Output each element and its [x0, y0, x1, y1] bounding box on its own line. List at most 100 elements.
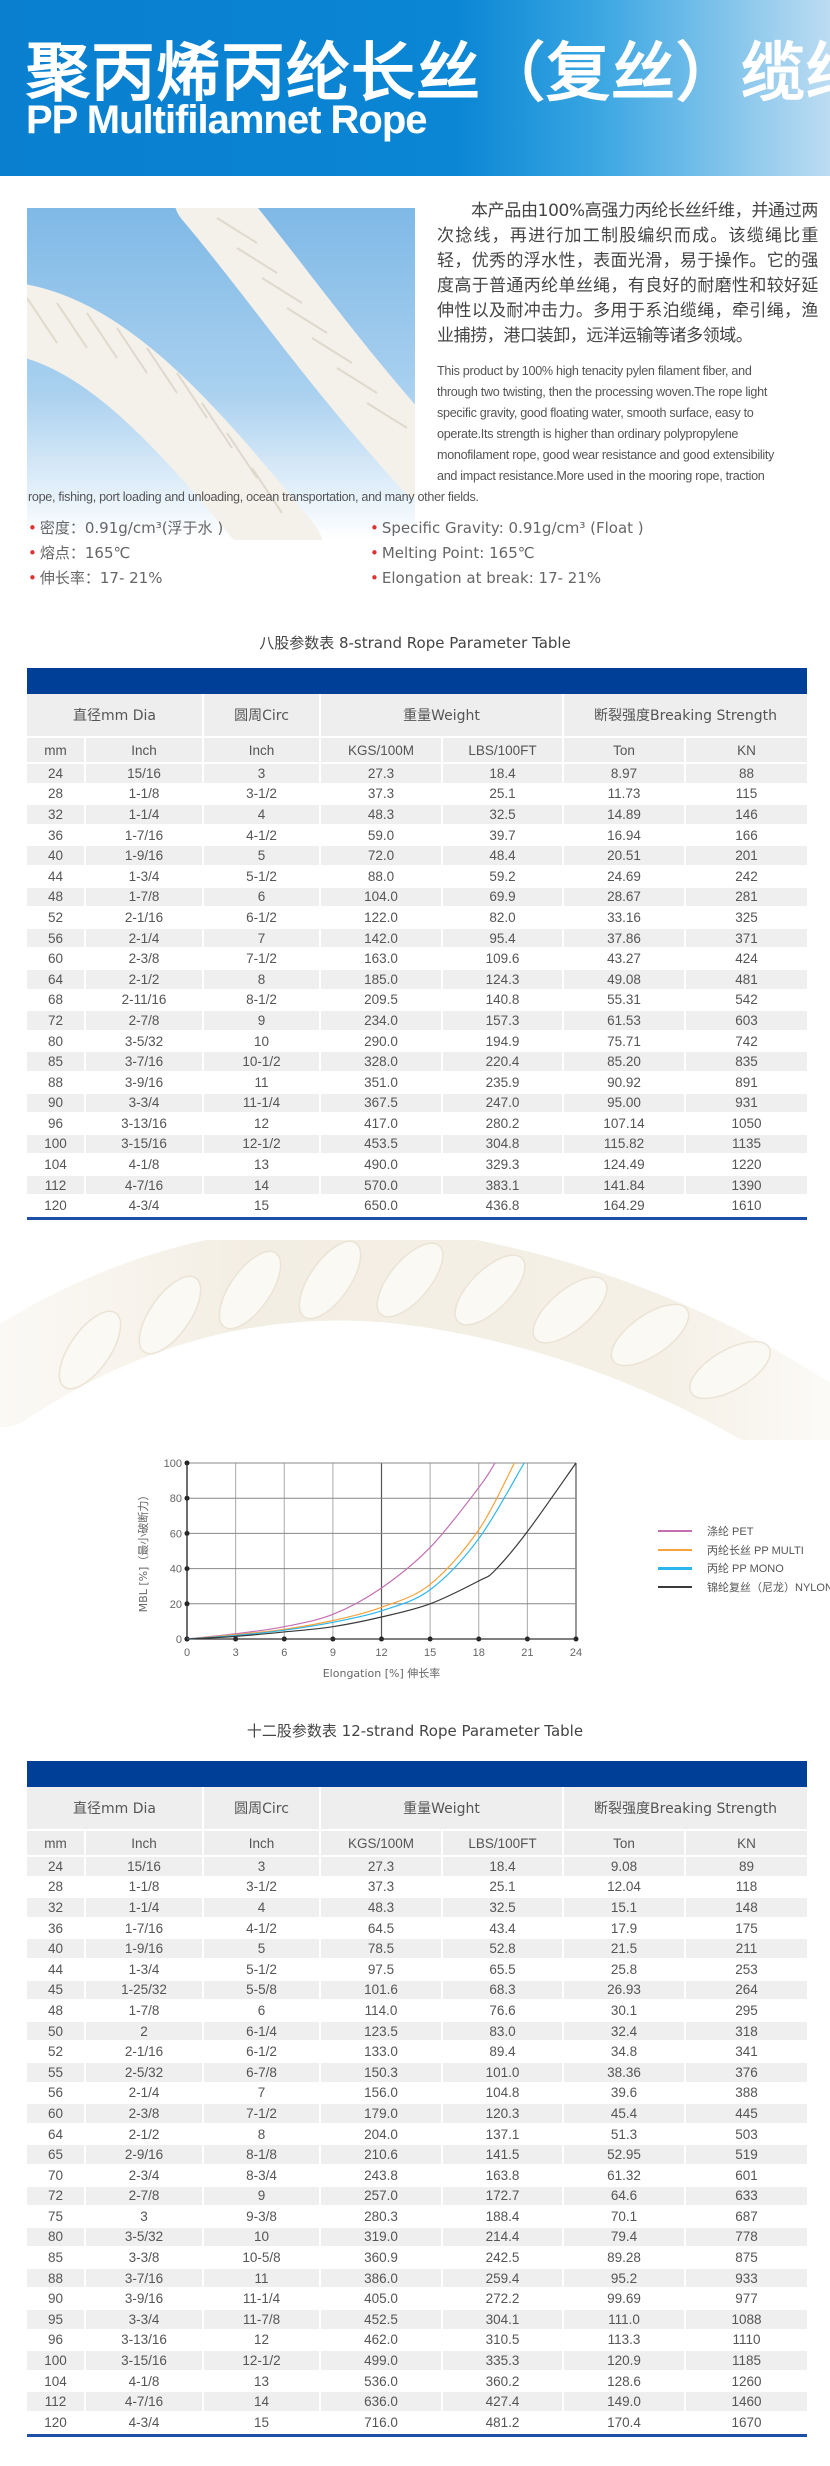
table-cell: 4-1/8 — [85, 2370, 205, 2393]
y-tick-label: 80 — [170, 1493, 182, 1505]
table-cell: 8-3/4 — [203, 2164, 322, 2187]
table-cell: 9-3/8 — [203, 2206, 322, 2228]
table-cell: 1390 — [685, 1174, 808, 1197]
table-cell: 687 — [685, 2206, 808, 2228]
table-cell: 3-15/16 — [85, 2350, 205, 2372]
spec-elongation-cn: • 伸长率：17- 21% — [28, 569, 163, 587]
table-cell: 175 — [685, 1917, 808, 1940]
y-tick-label: 20 — [170, 1599, 182, 1611]
table-cell: 4 — [203, 1897, 322, 1919]
table-cell: 20.51 — [563, 845, 687, 867]
unit-header: KN — [685, 737, 808, 764]
specs-cn: • 密度：0.91g/cm³(浮于水 ) • 熔点：165℃ • 伸长率：17- 21… — [28, 516, 370, 591]
table-row: 32 1-1/4 4 48.3 32.5 14.89 146 — [27, 804, 808, 826]
table-cell: 68 — [27, 989, 86, 1012]
unit-header: Inch — [203, 737, 322, 764]
intro-en: This product by 100% high tenacity pylen… — [437, 361, 818, 487]
table-cell: 875 — [685, 2247, 808, 2269]
table-cell: 2-1/4 — [85, 927, 205, 950]
table-cell: 79.4 — [563, 2226, 687, 2249]
table-cell: 148 — [685, 1897, 808, 1919]
table-cell: 185.0 — [320, 968, 444, 991]
table-cell: 85 — [27, 1051, 86, 1073]
table-cell: 60 — [27, 2103, 86, 2125]
table-cell: 111.0 — [563, 2309, 687, 2331]
spec-melting-cn: • 熔点：165℃ — [28, 544, 131, 562]
table-cell: 101.0 — [442, 2061, 565, 2084]
table-cell: 113.3 — [563, 2329, 687, 2352]
table-cell: 5 — [203, 1938, 322, 1960]
table-cell: 43.4 — [442, 1917, 565, 1940]
table-cell: 1-9/16 — [85, 845, 205, 867]
table-cell: 367.5 — [320, 1092, 444, 1115]
table-cell: 140.8 — [442, 989, 565, 1012]
table-cell: 214.4 — [442, 2226, 565, 2249]
table-cell: 40 — [27, 1938, 86, 1960]
series-line — [186, 1462, 496, 1640]
table-cell: 4-3/4 — [85, 1195, 205, 1218]
table-row: 28 1-1/8 3-1/2 37.3 25.1 12.04 118 — [27, 1876, 808, 1899]
table-cell: 80 — [27, 1030, 86, 1053]
table-cell: 26.93 — [563, 1979, 687, 2002]
table-row: 68 2-11/16 8-1/2 209.5 140.8 55.31 542 — [27, 989, 808, 1012]
table-cell: 12 — [203, 1113, 322, 1135]
table-cell: 436.8 — [442, 1195, 565, 1218]
table-cell: 17.9 — [563, 1917, 687, 1940]
table-cell: 386.0 — [320, 2267, 444, 2290]
table-cell: 96 — [27, 1113, 86, 1135]
table-cell: 141.84 — [563, 1174, 687, 1197]
y-axis-label: MBL [%]（最小破断力） — [136, 1490, 150, 1613]
table-row: 75 3 9-3/8 280.3 188.4 70.1 687 — [27, 2206, 808, 2228]
title-en: PP Multifilamnet Rope — [26, 98, 428, 142]
table-cell: 72.0 — [320, 845, 444, 867]
table-row: 112 4-7/16 14 570.0 383.1 141.84 1390 — [27, 1174, 808, 1197]
table-cell: 61.32 — [563, 2164, 687, 2187]
table-cell: 156.0 — [320, 2082, 444, 2105]
x-tick-label: 6 — [281, 1647, 287, 1659]
group-header: 断裂强度Breaking Strength — [563, 694, 808, 738]
table-cell: 8 — [203, 968, 322, 991]
spec-text: Elongation at break: 17- 21% — [381, 569, 602, 587]
table-cell: 977 — [685, 2288, 808, 2311]
table-row: 120 4-3/4 15 650.0 436.8 164.29 1610 — [27, 1195, 808, 1218]
table-cell: 123.5 — [320, 2020, 444, 2043]
table-cell: 452.5 — [320, 2309, 444, 2331]
legend-item: 丙纶长丝 PP MULTI — [658, 1541, 830, 1560]
unit-header: KGS/100M — [320, 1830, 444, 1857]
table-cell: 120 — [27, 1195, 86, 1218]
table-cell: 481 — [685, 968, 808, 991]
table-cell: 1-1/4 — [85, 1897, 205, 1919]
y-tick-label: 40 — [170, 1564, 182, 1576]
table-cell: 453.5 — [320, 1133, 444, 1156]
table-cell: 88 — [27, 2267, 86, 2290]
table-cell: 835 — [685, 1051, 808, 1073]
table-cell: 101.6 — [320, 1979, 444, 2002]
group-header: 重量Weight — [320, 694, 565, 738]
table-cell: 445 — [685, 2103, 808, 2125]
table-cell: 89.4 — [442, 2041, 565, 2063]
table-cell: 1135 — [685, 1133, 808, 1156]
table-cell: 1460 — [685, 2391, 808, 2414]
table-cell: 40 — [27, 845, 86, 867]
table-cell: 120.3 — [442, 2103, 565, 2125]
table-cell: 264 — [685, 1979, 808, 2002]
table-cell: 8-1/2 — [203, 989, 322, 1012]
legend-label: 锦纶复丝（尼龙）NYLON — [707, 1582, 830, 1595]
legend-swatch — [658, 1530, 692, 1533]
table-cell: 3-3/4 — [85, 1092, 205, 1115]
braided-rope-image — [27, 208, 415, 540]
spec-density-cn: • 密度：0.91g/cm³(浮于水 ) — [28, 519, 224, 537]
table-cell: 72 — [27, 1010, 86, 1032]
table-cell: 15/16 — [85, 1856, 205, 1878]
table-cell: 65 — [27, 2144, 86, 2166]
table-cell: 32.5 — [442, 1897, 565, 1919]
table-cell: 2-1/2 — [85, 968, 205, 991]
table-cell: 75.71 — [563, 1030, 687, 1053]
table-cell: 2-7/8 — [85, 2185, 205, 2208]
table-cell: 427.4 — [442, 2391, 565, 2414]
legend-item: 锦纶复丝（尼龙）NYLON — [658, 1578, 830, 1597]
table-cell: 107.14 — [563, 1113, 687, 1135]
table-cell: 34.8 — [563, 2041, 687, 2063]
table-cell: 3-13/16 — [85, 2329, 205, 2352]
table-cell: 211 — [685, 1938, 808, 1960]
